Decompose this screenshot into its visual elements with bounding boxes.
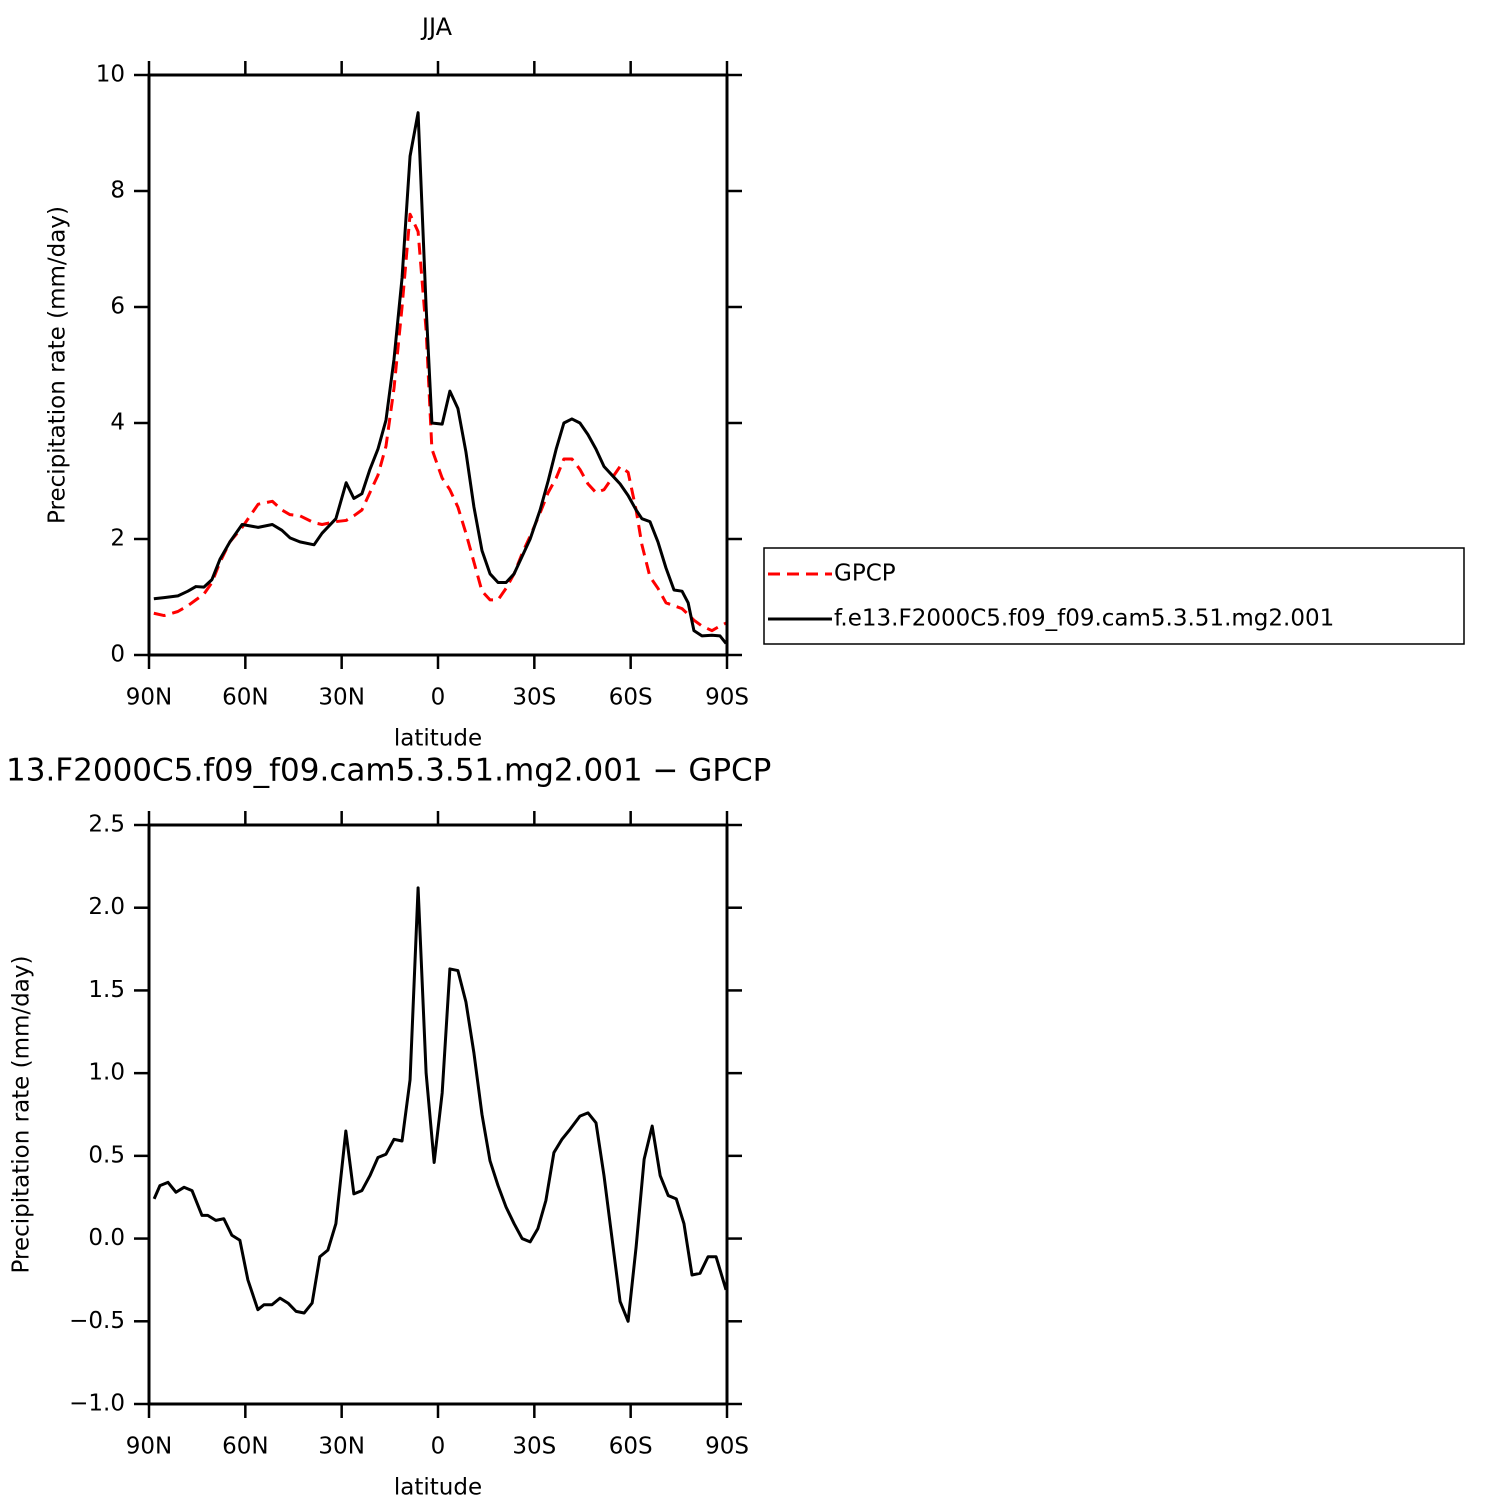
x-tick-label: 60S xyxy=(609,685,653,711)
y-tick-label: −0.5 xyxy=(69,1308,125,1334)
chart-title: JJA xyxy=(420,13,453,41)
x-tick-label: 60N xyxy=(222,1434,268,1460)
x-tick-label: 60S xyxy=(609,1434,653,1460)
y-tick-label: 8 xyxy=(110,178,125,204)
y-tick-label: 6 xyxy=(110,294,125,320)
y-tick-label: 2.5 xyxy=(88,812,125,838)
x-tick-label: 90S xyxy=(705,1434,749,1460)
plot-frame xyxy=(147,73,729,657)
data-line xyxy=(153,212,727,633)
legend-box xyxy=(763,547,1465,645)
x-tick-label: 30N xyxy=(318,685,364,711)
x-tick-label: 30N xyxy=(318,1434,364,1460)
y-tick-label: 0 xyxy=(110,642,125,668)
y-tick-label: 1.0 xyxy=(88,1060,125,1086)
x-tick-label: 60N xyxy=(222,685,268,711)
x-tick-label: 90S xyxy=(705,685,749,711)
y-tick-label: 10 xyxy=(96,62,125,88)
y-axis-label: Precipitation rate (mm/day) xyxy=(45,206,71,524)
y-tick-label: 1.5 xyxy=(88,977,125,1003)
x-axis-label: latitude xyxy=(394,726,482,752)
y-tick-label: −1.0 xyxy=(69,1391,125,1417)
legend-label: GPCP xyxy=(834,561,896,587)
y-tick-label: 0.5 xyxy=(88,1142,125,1168)
x-tick-label: 90N xyxy=(126,685,172,711)
x-tick-label: 0 xyxy=(431,685,446,711)
x-tick-label: 30S xyxy=(512,685,556,711)
x-tick-label: 0 xyxy=(431,1434,446,1460)
x-tick-label: 30S xyxy=(512,1434,556,1460)
x-tick-label: 90N xyxy=(126,1434,172,1460)
plot-frame xyxy=(147,823,729,1406)
y-tick-label: 4 xyxy=(110,410,125,436)
y-tick-label: 0.0 xyxy=(88,1225,125,1251)
y-axis-label: Precipitation rate (mm/day) xyxy=(9,956,35,1274)
chart-title: 13.F2000C5.f09_f09.cam5.3.51.mg2.001 − G… xyxy=(6,753,771,789)
y-tick-label: 2.0 xyxy=(88,894,125,920)
data-line xyxy=(152,886,728,1323)
data-line xyxy=(153,111,728,645)
x-axis-label: latitude xyxy=(394,1475,482,1501)
legend-label: f.e13.F2000C5.f09_f09.cam5.3.51.mg2.001 xyxy=(834,606,1334,632)
y-tick-label: 2 xyxy=(110,526,125,552)
